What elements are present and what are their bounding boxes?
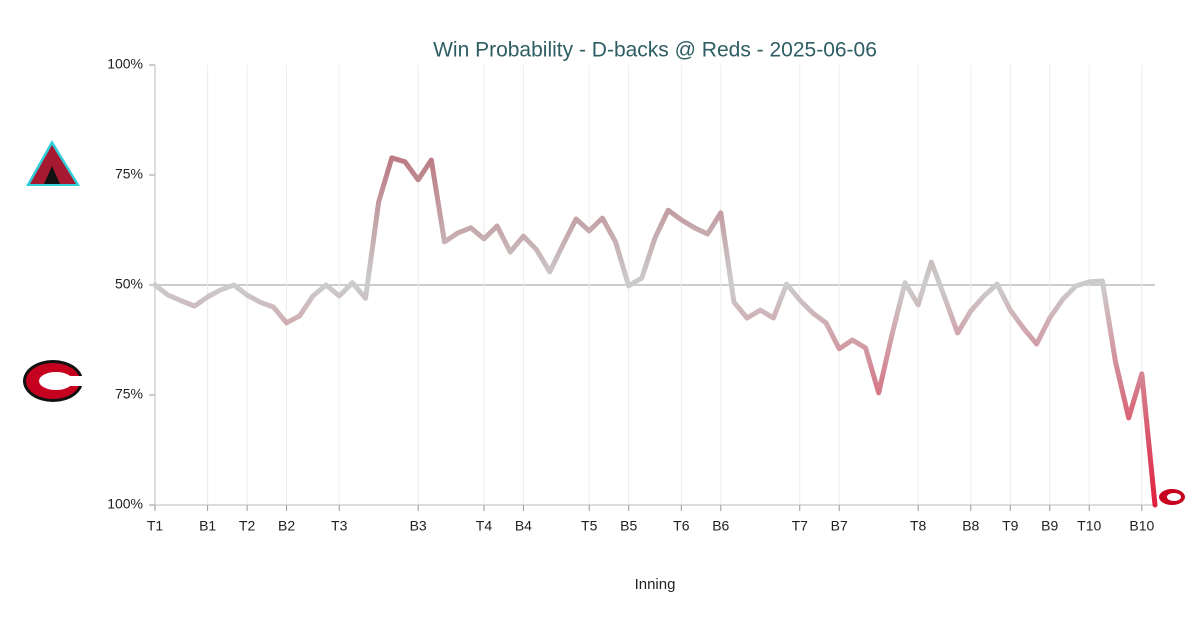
x-axis-label: Inning [635, 576, 676, 593]
x-tick-label: T10 [1077, 518, 1101, 534]
x-tick-label: T1 [147, 518, 164, 534]
x-tick-label: B8 [962, 518, 979, 534]
home-team-logo [23, 360, 84, 402]
x-tick-label: B1 [199, 518, 216, 534]
x-tick-label: T8 [910, 518, 927, 534]
y-tick-label: 50% [115, 276, 143, 292]
x-tick-label: T2 [239, 518, 256, 534]
y-tick-label: 75% [115, 166, 143, 182]
x-tick-label: T4 [476, 518, 493, 534]
x-tick-label: B9 [1041, 518, 1058, 534]
x-tick-label: B10 [1129, 518, 1154, 534]
x-tick-label: B6 [712, 518, 729, 534]
home-team-end-logo [1159, 489, 1185, 505]
win-probability-line [152, 155, 1158, 508]
chart-title: Win Probability - D-backs @ Reds - 2025-… [433, 39, 877, 62]
x-tick-label: B2 [278, 518, 295, 534]
x-tick-label: T9 [1002, 518, 1019, 534]
y-tick-label: 100% [107, 496, 143, 512]
x-tick-label: T5 [581, 518, 598, 534]
x-tick-label: B3 [410, 518, 427, 534]
x-tick-label: B7 [831, 518, 848, 534]
x-tick-label: B5 [620, 518, 637, 534]
x-tick-label: T3 [331, 518, 348, 534]
x-tick-label: T6 [673, 518, 690, 534]
x-tick-label: B4 [515, 518, 532, 534]
x-tick-label: T7 [792, 518, 809, 534]
away-team-logo [26, 140, 80, 186]
y-tick-label: 75% [115, 386, 143, 402]
y-tick-label: 100% [107, 56, 143, 72]
